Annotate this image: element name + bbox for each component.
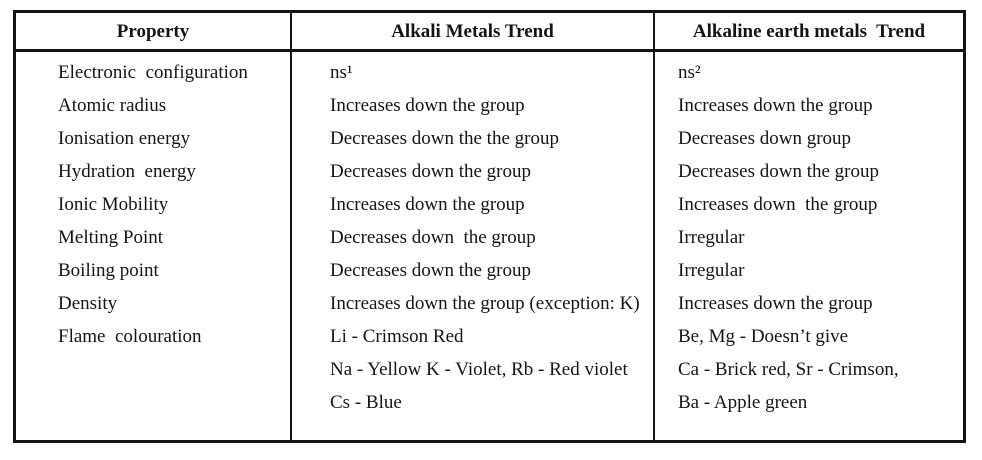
alkaline-trend-cell: ns² (678, 62, 701, 83)
alkaline-flame-line: Ca - Brick red, Sr - Crimson, (678, 359, 899, 380)
alkaline-trend-cell: Decreases down group (678, 128, 852, 149)
property-cell: Electronic configuration (58, 62, 248, 83)
property-cell: Ionic Mobility (58, 194, 169, 215)
alkaline-flame-line: Be, Mg - Doesn’t give (678, 326, 849, 347)
alkaline-trend-cell: Increases down the group (678, 95, 873, 116)
property-cell: Density (58, 293, 118, 314)
property-cell: Flame colouration (58, 326, 202, 347)
alkali-trend-cell: Increases down the group (exception: K) (330, 293, 640, 314)
property-cell: Melting Point (58, 227, 164, 248)
property-cell: Hydration energy (58, 161, 196, 182)
alkali-flame-line: Li - Crimson Red (330, 326, 464, 347)
alkaline-trend-column: ns² Increases down the group Decreases d… (653, 52, 963, 440)
alkali-trend-cell: ns¹ (330, 62, 353, 83)
header-alkaline-earth-metals-trend: Alkaline earth metals Trend (653, 13, 963, 52)
alkaline-trend-cell: Decreases down the group (678, 161, 880, 182)
alkaline-trend-cell: Irregular (678, 260, 745, 281)
alkali-trend-cell: Decreases down the the group (330, 128, 559, 149)
alkali-trend-cell: Decreases down the group (330, 161, 532, 182)
property-cell: Ionisation energy (58, 128, 191, 149)
metal-trends-table: Property Alkali Metals Trend Alkaline ea… (13, 10, 966, 443)
property-cell: Atomic radius (58, 95, 167, 116)
alkaline-trend-cell: Increases down the group (678, 293, 873, 314)
property-column: Electronic configuration Atomic radius I… (16, 52, 290, 440)
alkali-flame-line: Cs - Blue (330, 392, 402, 413)
alkali-trend-cell: Decreases down the group (330, 227, 536, 248)
header-alkali-metals-trend: Alkali Metals Trend (290, 13, 653, 52)
alkali-trend-cell: Increases down the group (330, 194, 525, 215)
alkaline-trend-cell: Irregular (678, 227, 745, 248)
header-property: Property (16, 13, 290, 52)
alkaline-flame-line: Ba - Apple green (678, 392, 808, 413)
alkali-trend-cell: Increases down the group (330, 95, 525, 116)
property-cell: Boiling point (58, 260, 159, 281)
alkali-flame-line: Na - Yellow K - Violet, Rb - Red violet (330, 359, 628, 380)
alkali-trend-cell: Decreases down the group (330, 260, 532, 281)
alkaline-trend-cell: Increases down the group (678, 194, 878, 215)
alkali-trend-column: ns¹ Increases down the group Decreases d… (290, 52, 653, 440)
